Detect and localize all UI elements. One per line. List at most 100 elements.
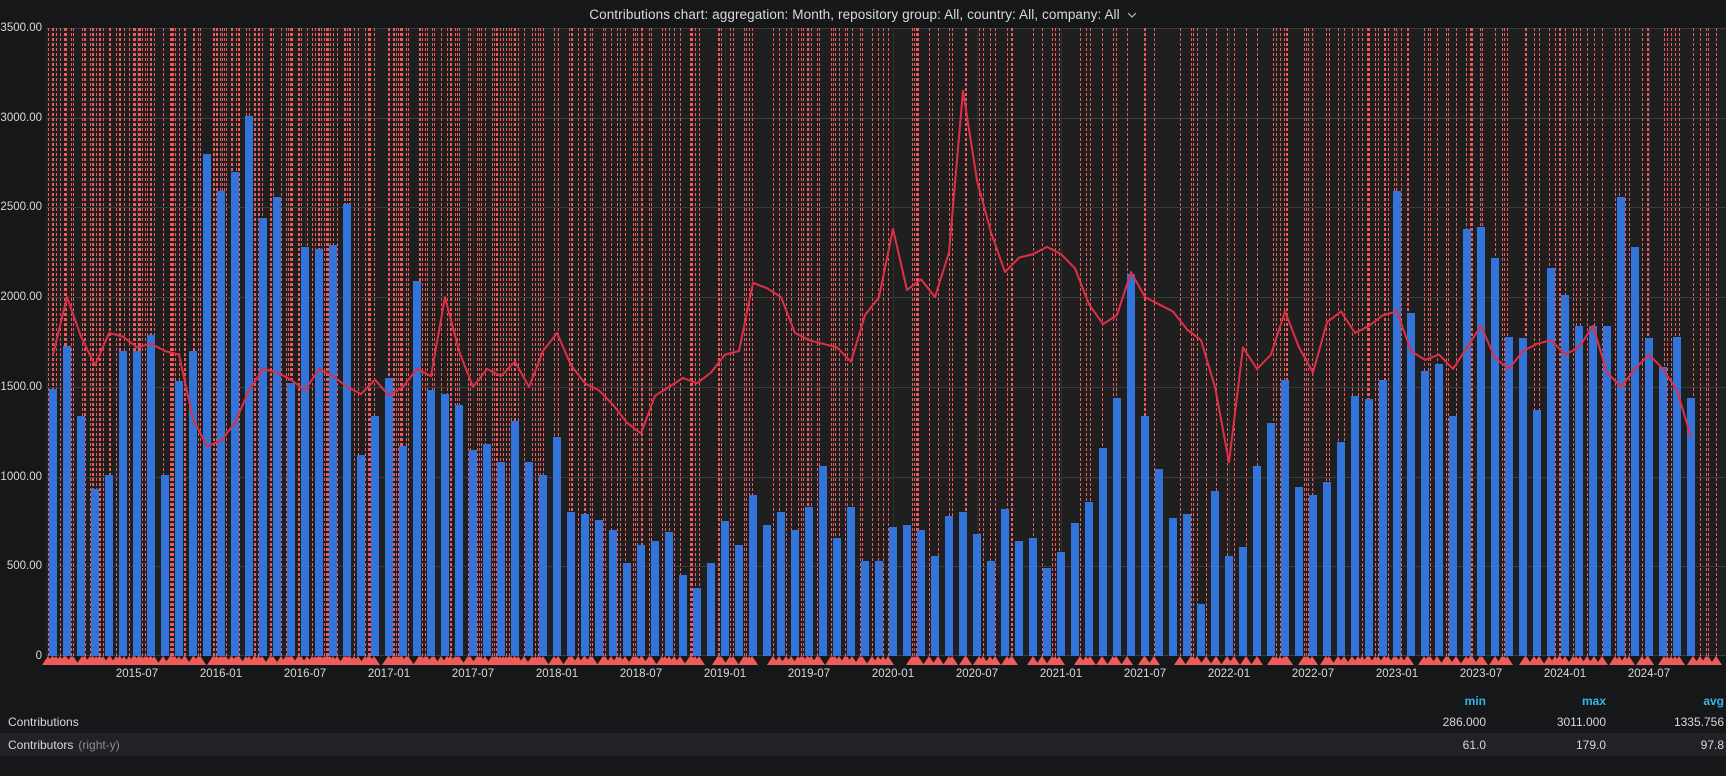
annotation-marker-icon[interactable] [145,656,158,665]
annotation-marker-icon[interactable] [943,656,956,665]
annotation-marker-icon[interactable] [463,656,476,665]
annotation-marker-icon[interactable] [1138,656,1151,665]
annotation-marker-icon[interactable] [86,656,98,665]
legend-series-name[interactable]: Contributors [8,737,74,752]
annotation-marker-icon[interactable] [215,656,228,665]
annotation-marker-icon[interactable] [1120,656,1133,665]
annotation-marker-icon[interactable] [571,656,584,665]
annotation-marker-icon[interactable] [321,656,334,665]
annotation-marker-icon[interactable] [881,656,894,665]
annotation-marker-icon[interactable] [960,656,973,665]
annotation-marker-icon[interactable] [1423,656,1436,665]
annotation-marker-icon[interactable] [426,656,438,665]
annotation-marker-icon[interactable] [1473,656,1486,665]
annotation-marker-icon[interactable] [1332,656,1344,665]
annotation-marker-icon[interactable] [309,656,322,665]
annotation-marker-icon[interactable] [1239,656,1252,665]
annotation-marker-icon[interactable] [1280,656,1293,665]
annotation-marker-icon[interactable] [1006,656,1019,665]
annotation-marker-icon[interactable] [172,656,185,665]
annotation-marker-icon[interactable] [418,656,431,665]
annotation-marker-icon[interactable] [1664,656,1677,665]
annotation-marker-icon[interactable] [1049,656,1061,665]
annotation-marker-icon[interactable] [1322,656,1335,665]
annotation-marker-icon[interactable] [1686,656,1699,665]
annotation-marker-icon[interactable] [1543,656,1556,665]
annotation-marker-icon[interactable] [1431,656,1444,665]
annotation-marker-icon[interactable] [1553,656,1566,665]
annotation-marker-icon[interactable] [1527,656,1540,665]
annotation-marker-icon[interactable] [1251,656,1264,665]
annotation-marker-icon[interactable] [46,656,59,665]
annotation-marker-icon[interactable] [577,656,590,665]
annotation-marker-icon[interactable] [1338,656,1351,665]
legend-row-contributors[interactable]: Contributors (right-y) 61.0 179.0 97.8 [0,733,1726,756]
annotation-marker-icon[interactable] [618,656,631,665]
annotation-marker-icon[interactable] [399,656,412,665]
annotation-marker-icon[interactable] [1351,656,1364,665]
annotation-marker-icon[interactable] [194,656,207,665]
annotation-marker-icon[interactable] [631,656,644,665]
legend-series-name[interactable]: Contributions [8,714,79,729]
annotation-marker-icon[interactable] [932,656,945,665]
annotation-marker-icon[interactable] [845,656,858,665]
annotation-marker-icon[interactable] [1641,656,1654,665]
annotation-marker-icon[interactable] [674,656,687,665]
annotation-marker-icon[interactable] [351,656,364,665]
annotation-marker-icon[interactable] [693,656,706,665]
annotation-marker-icon[interactable] [667,656,680,665]
annotation-marker-icon[interactable] [139,656,152,665]
annotation-marker-icon[interactable] [1220,656,1233,665]
annotation-marker-icon[interactable] [1173,656,1186,665]
annotation-marker-icon[interactable] [811,656,823,665]
annotation-marker-icon[interactable] [1227,656,1240,665]
annotation-marker-icon[interactable] [1488,656,1501,665]
annotation-marker-icon[interactable] [824,656,837,665]
annotation-marker-icon[interactable] [490,656,503,665]
annotation-marker-icon[interactable] [1608,656,1621,665]
annotation-marker-icon[interactable] [1580,656,1593,665]
annotation-marker-icon[interactable] [187,656,200,665]
annotation-marker-icon[interactable] [1465,656,1478,665]
annotation-marker-icon[interactable] [1595,656,1608,665]
stat-header-min[interactable]: min [1464,694,1486,708]
annotation-marker-icon[interactable] [1200,656,1213,665]
legend-row-contributions[interactable]: Contributions 286.000 3011.000 1335.756 [0,710,1726,733]
annotation-marker-icon[interactable] [434,656,447,665]
annotation-marker-icon[interactable] [1362,656,1375,665]
annotation-marker-icon[interactable] [382,656,395,665]
annotation-marker-icon[interactable] [67,656,79,665]
annotation-marker-icon[interactable] [104,656,117,665]
annotation-marker-icon[interactable] [279,656,292,665]
annotation-marker-icon[interactable] [330,656,343,665]
annotation-marker-icon[interactable] [976,656,989,665]
annotation-marker-icon[interactable] [179,656,192,665]
annotation-marker-icon[interactable] [773,656,786,665]
annotation-marker-icon[interactable] [866,656,879,665]
annotation-marker-icon[interactable] [507,656,520,665]
annotation-marker-icon[interactable] [551,656,564,665]
annotation-marker-icon[interactable] [1566,656,1579,665]
annotation-marker-icon[interactable] [76,656,88,665]
annotation-marker-icon[interactable] [478,656,491,665]
annotation-marker-icon[interactable] [256,656,269,665]
annotation-marker-icon[interactable] [1095,656,1108,665]
plot-area[interactable] [46,28,1726,656]
annotation-marker-icon[interactable] [267,656,280,665]
annotation-marker-icon[interactable] [1190,656,1203,665]
annotation-marker-icon[interactable] [563,656,576,665]
annotation-marker-icon[interactable] [363,656,376,665]
annotation-marker-icon[interactable] [1027,656,1040,665]
annotation-marker-icon[interactable] [1573,656,1586,665]
annotation-marker-icon[interactable] [643,656,656,665]
annotation-marker-icon[interactable] [784,656,797,665]
annotation-marker-icon[interactable] [1693,656,1706,665]
annotation-marker-icon[interactable] [1401,656,1414,665]
annotation-marker-icon[interactable] [157,656,170,665]
stat-header-max[interactable]: max [1581,694,1606,708]
annotation-marker-icon[interactable] [1519,656,1532,665]
annotation-marker-icon[interactable] [838,656,851,665]
annotation-marker-icon[interactable] [909,656,922,665]
annotation-marker-icon[interactable] [225,656,238,665]
annotation-marker-icon[interactable] [1106,656,1119,665]
